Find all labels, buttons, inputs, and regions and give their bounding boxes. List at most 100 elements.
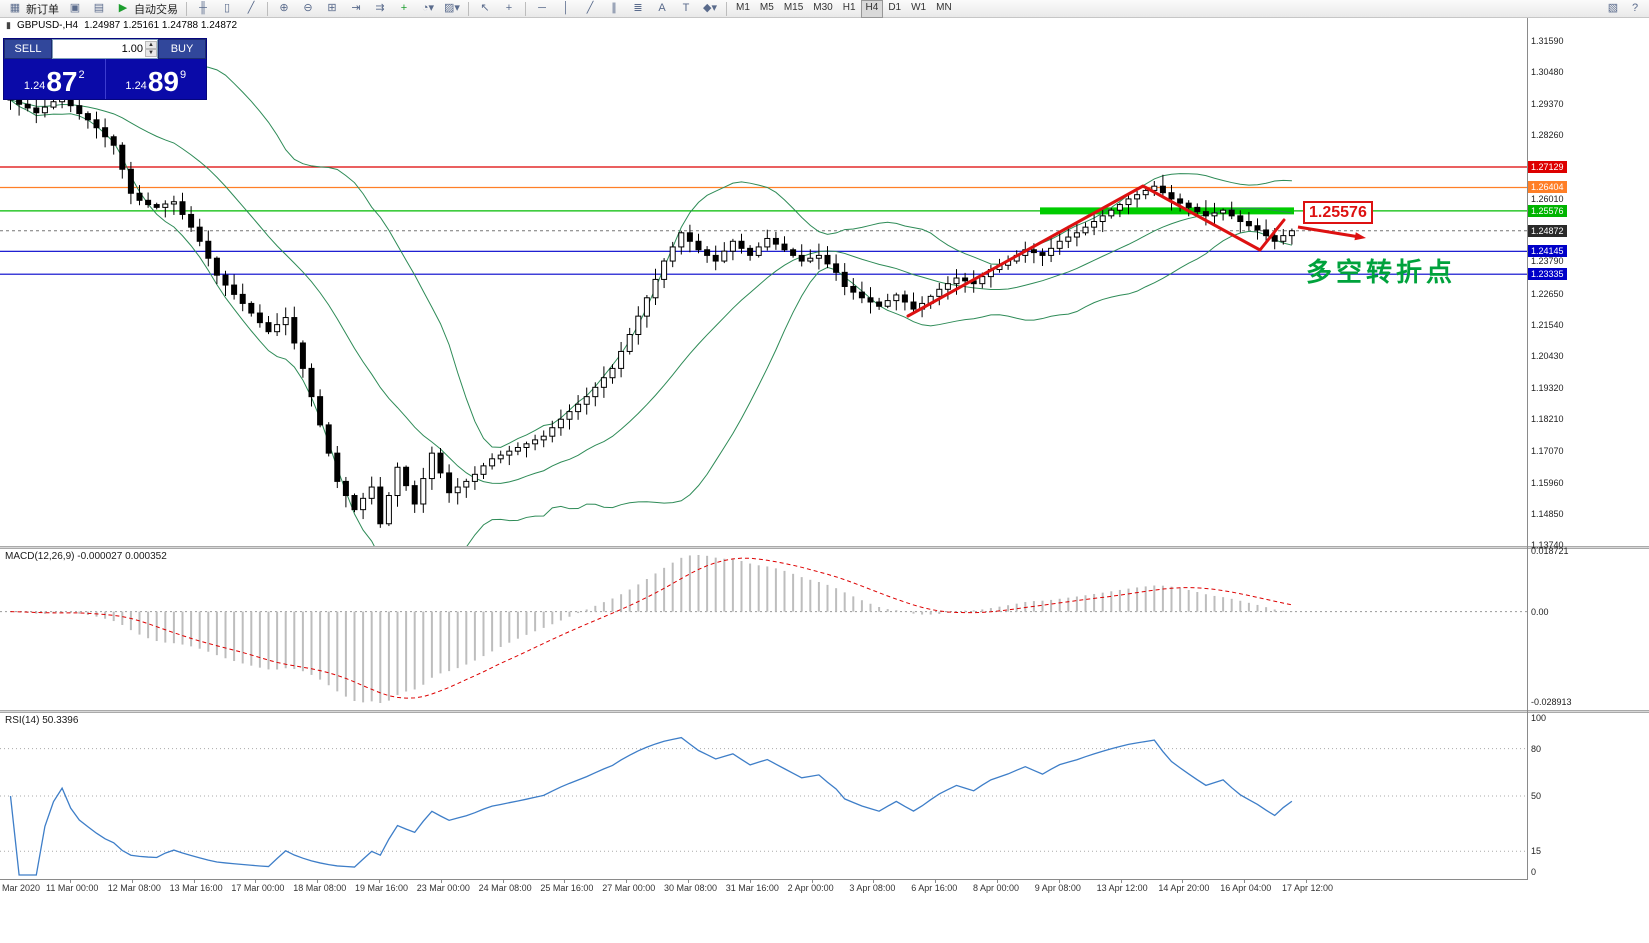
periods-icon[interactable]: ◔▾ [416,1,440,17]
tile-windows-icon[interactable]: ⊞ [320,1,344,17]
time-axis-label: 18 Mar 08:00 [293,883,347,893]
price-line-label: 1.24872 [1528,224,1567,237]
chart-window-icon[interactable]: ▣ [63,1,87,17]
panel-separator[interactable] [0,546,1649,549]
panel-separator[interactable] [0,710,1649,713]
time-axis-label: 13 Apr 12:00 [1096,883,1148,893]
toolbar-separator [267,1,268,16]
templates-icon: ▨▾ [444,2,460,14]
time-axis-tick [626,879,628,883]
line-chart-icon: ╱ [247,2,255,14]
price-tick: 1.29370 [1531,98,1564,109]
price-line-label: 1.27129 [1528,161,1567,174]
time-axis-label: 19 Mar 16:00 [355,883,409,893]
timeframe-h4-button[interactable]: H4 [860,0,884,18]
help-icon[interactable]: ? [1631,2,1639,14]
trendline-icon[interactable]: ╱ [578,1,602,17]
timeframe-d1-button[interactable]: D1 [888,1,902,13]
shapes-icon[interactable]: ◆▾ [698,1,722,17]
time-axis-tick [379,879,380,883]
toolbar-separator [726,1,727,16]
time-axis-label: 3 Apr 08:00 [849,883,896,893]
rsi-label: RSI(14) 50.3396 [5,715,79,726]
chart-shift-icon[interactable]: ⇉ [368,1,392,17]
time-axis-tick [1244,879,1246,883]
text-icon: A [658,2,666,14]
buy-price-big: 89 [147,66,179,97]
channel-icon[interactable]: ∥ [602,1,626,17]
time-axis-label: 11 Mar 00:00 [46,883,99,893]
macd-axis-value: -0.028913 [1531,697,1572,707]
sell-button[interactable]: SELL [4,39,52,59]
sell-price-sup: 2 [78,69,85,81]
horizontal-line-icon[interactable]: ─ [530,1,554,17]
volume-field[interactable]: ▲ ▼ [52,39,158,59]
auto-scroll-icon: ⇥ [351,2,361,14]
volume-input[interactable] [53,43,145,55]
timeframe-h1-button[interactable]: H1 [842,1,856,13]
candlestick-chart-icon[interactable]: ▯ [215,1,239,17]
timeframe-m15-button[interactable]: M15 [783,1,804,13]
rsi-panel-canvas[interactable] [0,713,1527,878]
symbol-name: GBPUSD-,H4 [16,20,79,31]
label-icon: T [682,2,690,14]
time-axis-label: 27 Mar 00:00 [602,883,656,893]
text-icon[interactable]: A [650,1,674,17]
buy-price-prefix: 1.24 [125,80,147,92]
price-tick: 1.28260 [1531,130,1564,141]
bar-chart-icon[interactable]: ╫ [191,1,215,17]
auto-scroll-icon[interactable]: ⇥ [344,1,368,17]
buy-button[interactable]: BUY [158,39,206,59]
cursor-icon[interactable]: ↖ [473,1,497,17]
toolbar-separator [525,1,526,16]
crosshair-icon[interactable]: + [497,1,521,17]
line-chart-icon[interactable]: ╱ [239,1,263,17]
price-tick: 1.17070 [1531,446,1564,457]
time-axis-tick [317,879,319,883]
zoom-out-icon[interactable]: ⊖ [296,1,320,17]
fibonacci-icon: ≣ [633,2,643,14]
volume-up-button[interactable]: ▲ [145,41,157,49]
fibonacci-icon[interactable]: ≣ [626,1,650,17]
add-indicator-icon[interactable]: + [392,1,416,17]
chart-shift-icon: ⇉ [375,2,385,14]
label-icon[interactable]: T [674,1,698,17]
price-tick: 1.19320 [1531,382,1564,393]
timeframe-m30-button[interactable]: M30 [813,1,833,13]
time-axis-tick [564,879,566,883]
timeframe-m1-button[interactable]: M1 [736,1,750,13]
crosshair-icon: + [505,2,513,14]
time-axis-tick [440,879,442,883]
time-axis-label: 14 Apr 20:00 [1158,883,1210,893]
market-watch-icon[interactable]: ▤ [87,1,111,17]
chart-profile-icon[interactable]: ▧ [1607,2,1619,14]
vertical-line-icon[interactable]: │ [554,1,578,17]
macd-panel-canvas[interactable] [0,549,1527,710]
new-order-button[interactable]: ▦ 新订单 [3,1,63,17]
turning-point-note[interactable]: 多空转折点 [1306,257,1457,287]
time-axis-label: 9 Apr 08:00 [1034,883,1081,893]
chart-symbol-icon: ▮ [6,20,11,30]
price-line-label: 1.26404 [1528,181,1567,194]
time-axis-tick [811,879,813,883]
shapes-icon: ◆▾ [703,2,717,14]
cursor-icon: ↖ [480,2,490,14]
autotrading-button[interactable]: ▶ 自动交易 [111,1,182,17]
zoom-in-icon[interactable]: ⊕ [272,1,296,17]
time-axis-label: 17 Mar 00:00 [231,883,285,893]
price-tick: 1.21540 [1531,319,1564,330]
time-axis-label: 16 Apr 04:00 [1220,883,1272,893]
buy-price[interactable]: 1.24 89 9 [106,59,207,99]
price-annotation-box[interactable]: 1.25576 [1303,201,1373,224]
timeframe-m5-button[interactable]: M5 [759,1,774,13]
time-axis-tick [1120,879,1122,883]
volume-down-button[interactable]: ▼ [145,49,157,57]
time-axis-tick [255,879,257,883]
sell-price[interactable]: 1.24 87 2 [4,59,105,99]
timeframe-mn-button[interactable]: MN [936,1,952,13]
main-chart-canvas[interactable] [0,18,1527,546]
templates-icon[interactable]: ▨▾ [440,1,464,17]
horizontal-line-icon: ─ [538,2,546,14]
timeframe-w1-button[interactable]: W1 [911,1,927,13]
time-axis-tick [193,879,195,883]
